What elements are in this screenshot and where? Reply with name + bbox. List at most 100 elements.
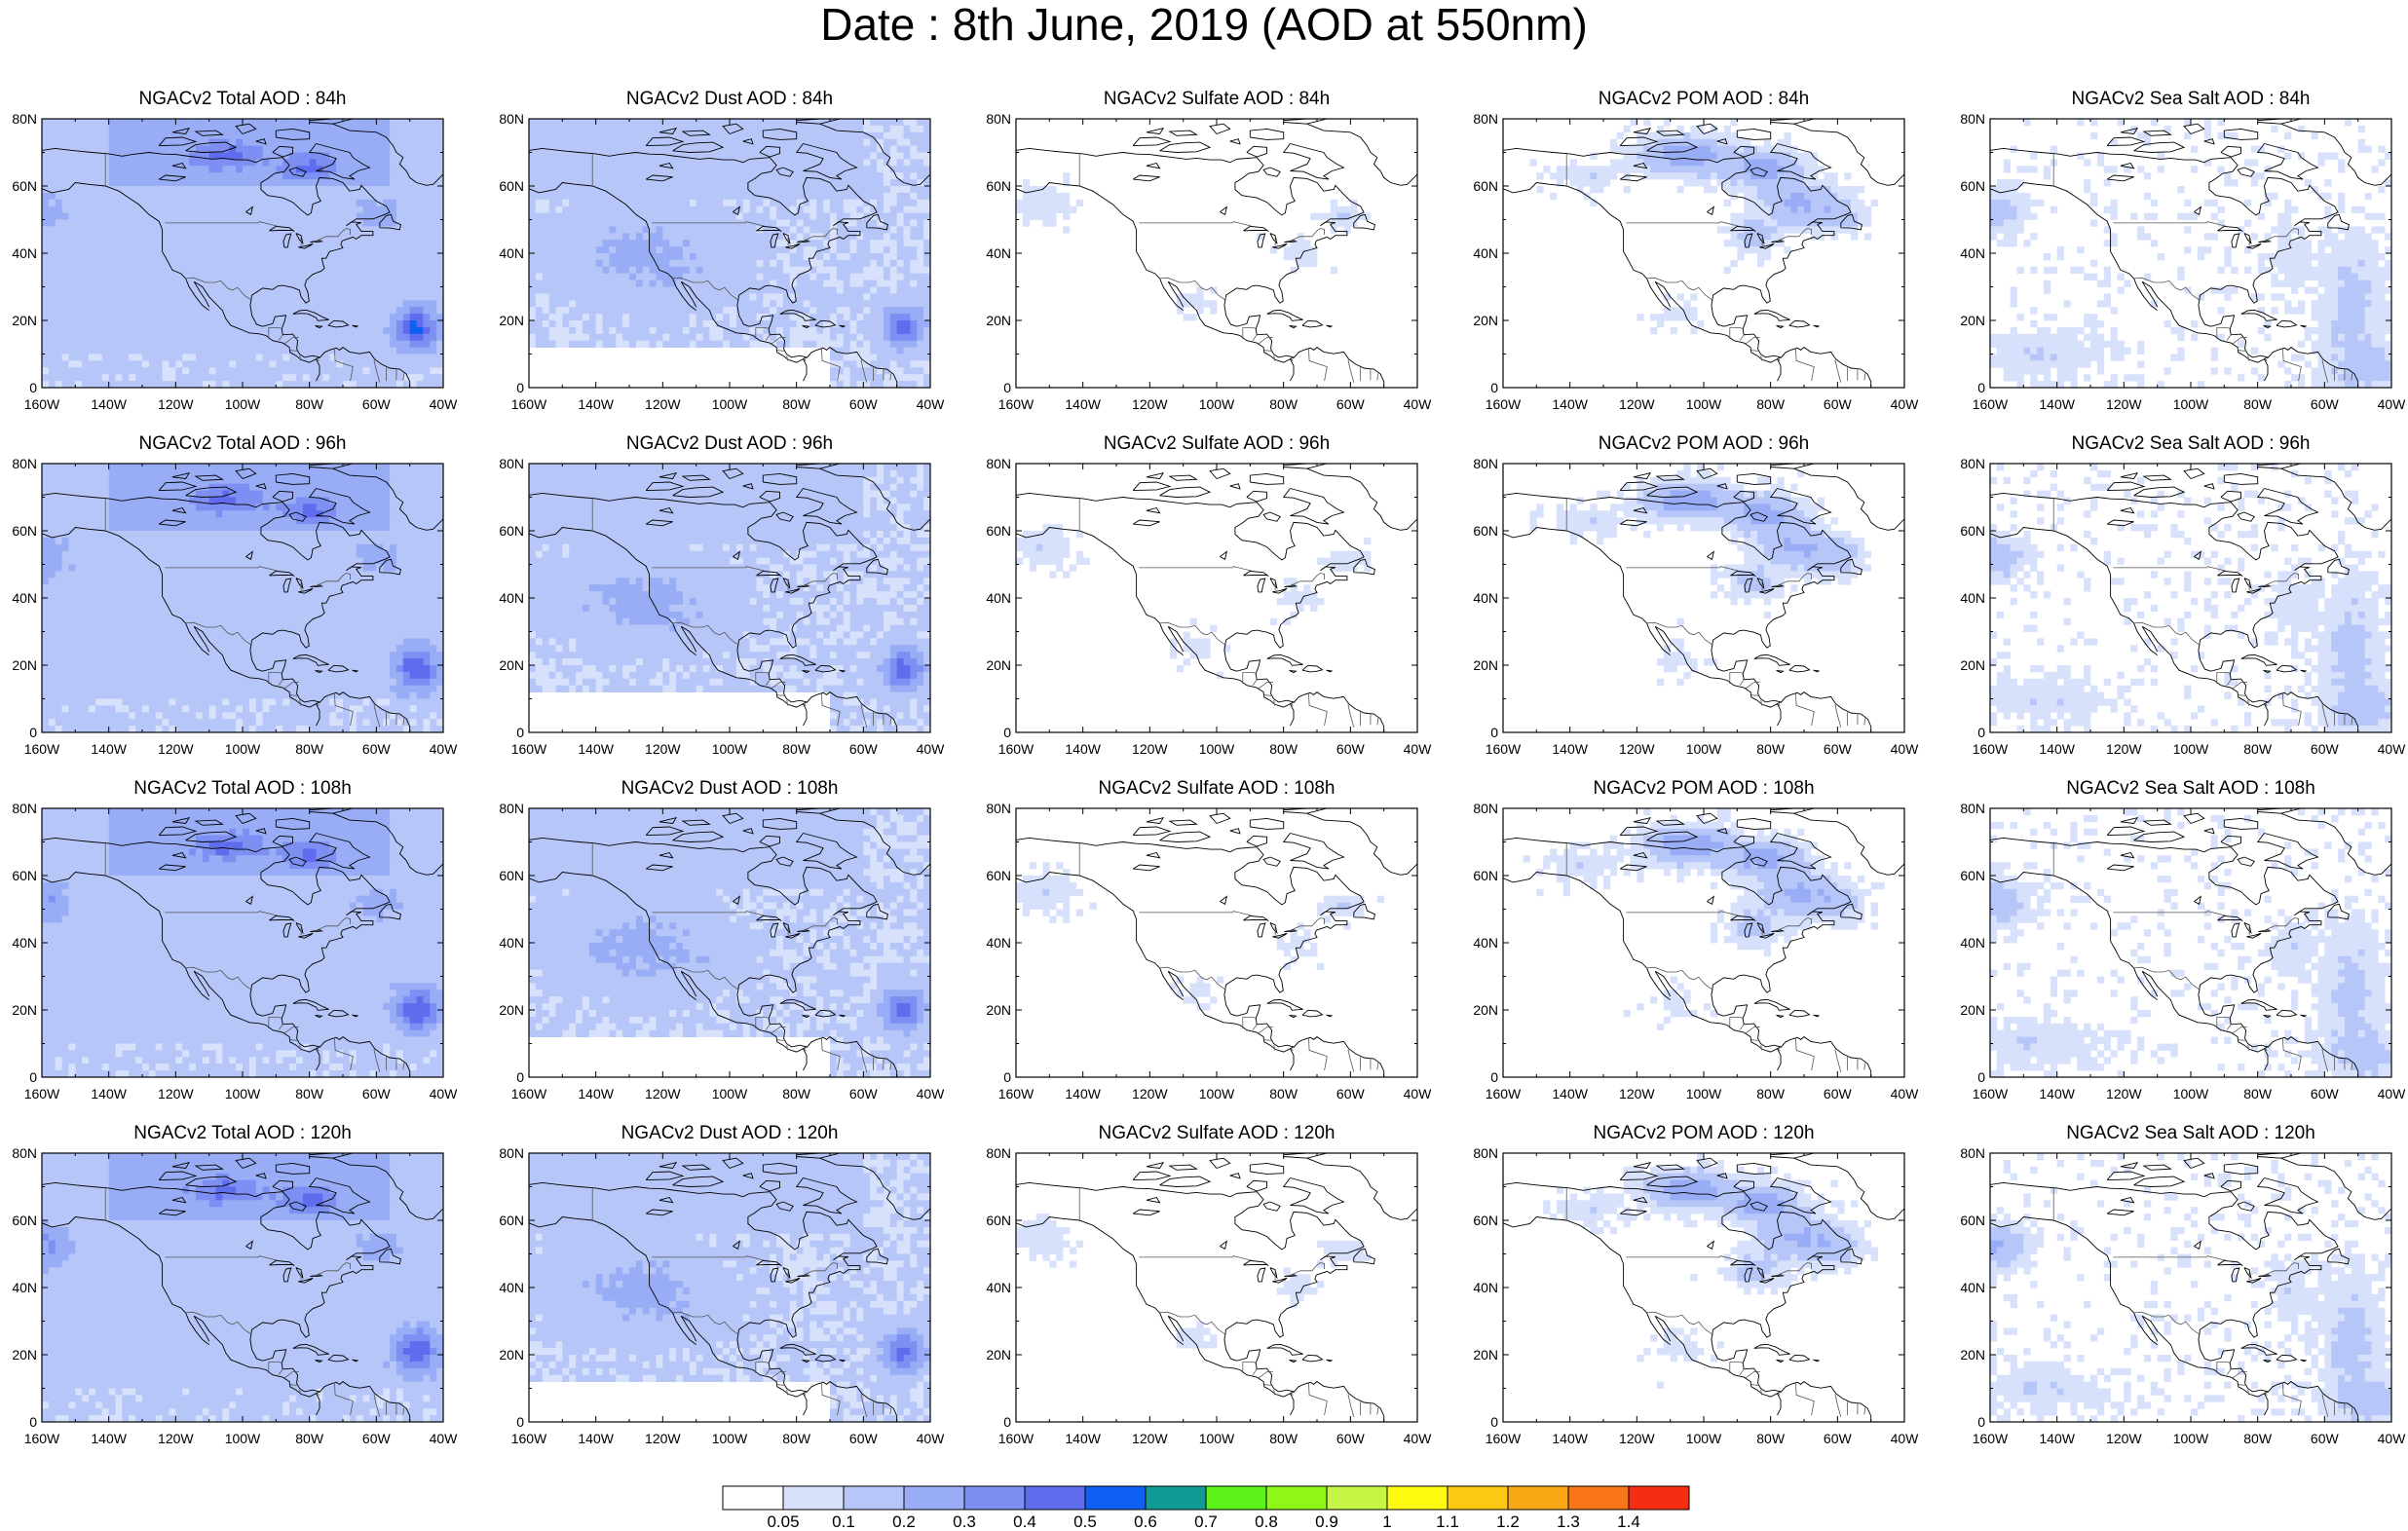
- lon-tick-label: 120W: [2106, 1431, 2142, 1446]
- lat-tick-label: 20N: [499, 313, 524, 328]
- lon-tick-label: 100W: [1686, 1086, 1722, 1102]
- lat-tick-label: 40N: [1473, 1280, 1498, 1295]
- lon-tick-label: 140W: [1065, 1086, 1101, 1102]
- lon-tick-label: 160W: [511, 1086, 547, 1102]
- lat-tick-label: 80N: [1473, 1145, 1498, 1161]
- panel-title: NGACv2 Dust AOD : 96h: [529, 434, 930, 454]
- lat-tick-label: 80N: [1960, 801, 1985, 816]
- lon-tick-label: 40W: [430, 741, 459, 757]
- aod-shading: [42, 1153, 443, 1422]
- lon-tick-label: 100W: [225, 1431, 261, 1446]
- lon-tick-label: 140W: [1065, 1431, 1101, 1446]
- map-panel-dust-2: NGACv2 Dust AOD : 108h 80N 60N 40N 20N 0 160W 1…: [487, 779, 974, 1110]
- lat-tick-label: 80N: [499, 456, 524, 471]
- lon-tick-label: 140W: [1552, 1086, 1588, 1102]
- lon-tick-label: 120W: [2106, 396, 2142, 412]
- lon-tick-label: 100W: [2173, 741, 2209, 757]
- lon-tick-label: 140W: [91, 741, 127, 757]
- colorbar-label: 0.2: [892, 1512, 916, 1529]
- lon-tick-label: 60W: [849, 1086, 879, 1102]
- lon-tick-label: 60W: [1336, 396, 1366, 412]
- lon-tick-label: 60W: [2311, 396, 2340, 412]
- lon-tick-label: 120W: [1132, 1086, 1168, 1102]
- coastlines: [1503, 1153, 1904, 1422]
- lon-tick-label: 160W: [24, 396, 60, 412]
- lon-tick-label: 160W: [1973, 1086, 2009, 1102]
- lon-tick-label: 100W: [225, 396, 261, 412]
- lat-tick-label: 0: [516, 380, 524, 395]
- lon-tick-label: 100W: [2173, 1086, 2209, 1102]
- lat-tick-label: 80N: [1960, 111, 1985, 127]
- coastlines: [1503, 119, 1904, 388]
- aod-shading: [1990, 808, 2391, 1077]
- lon-tick-label: 160W: [1486, 396, 1522, 412]
- lat-tick-label: 60N: [986, 178, 1011, 194]
- lon-tick-label: 120W: [645, 1431, 681, 1446]
- lat-tick-label: 80N: [12, 801, 37, 816]
- lat-tick-label: 40N: [986, 590, 1011, 606]
- lon-tick-label: 80W: [782, 741, 811, 757]
- lat-tick-label: 20N: [1960, 313, 1985, 328]
- lat-tick-label: 20N: [499, 1002, 524, 1018]
- lat-tick-label: 20N: [1473, 313, 1498, 328]
- lat-tick-label: 60N: [1960, 178, 1985, 194]
- lat-tick-label: 80N: [499, 801, 524, 816]
- aod-shading: [1503, 808, 1904, 1077]
- coastlines: [42, 808, 443, 1077]
- coastlines: [1990, 464, 2391, 732]
- lon-tick-label: 60W: [1824, 396, 1853, 412]
- lat-tick-label: 60N: [1473, 178, 1498, 194]
- lon-tick-label: 100W: [712, 1086, 748, 1102]
- lat-tick-label: 60N: [1473, 523, 1498, 539]
- coastlines: [529, 1153, 930, 1422]
- panel-title: NGACv2 Sea Salt AOD : 96h: [1990, 434, 2391, 454]
- panel-title: NGACv2 Total AOD : 96h: [42, 434, 443, 454]
- lon-tick-label: 160W: [1973, 396, 2009, 412]
- panel-title: NGACv2 Sulfate AOD : 108h: [1016, 779, 1417, 799]
- lon-tick-label: 40W: [1891, 1086, 1920, 1102]
- lat-tick-label: 0: [1003, 1414, 1011, 1430]
- lon-tick-label: 140W: [1552, 741, 1588, 757]
- lat-tick-label: 60N: [1960, 1213, 1985, 1228]
- lat-tick-label: 0: [516, 725, 524, 740]
- lon-tick-label: 120W: [158, 741, 194, 757]
- lon-tick-label: 140W: [2039, 396, 2075, 412]
- lat-tick-label: 40N: [1960, 245, 1985, 261]
- lat-tick-label: 80N: [499, 111, 524, 127]
- colorbar-label: 1.3: [1557, 1512, 1580, 1529]
- colorbar-swatch: [1628, 1485, 1690, 1511]
- lon-tick-label: 160W: [24, 1086, 60, 1102]
- map-panel-total-2: NGACv2 Total AOD : 108h 80N 60N 40N 20N 0 160W…: [0, 779, 487, 1110]
- colorbar-swatch: [1326, 1485, 1388, 1511]
- colorbar-swatch: [1205, 1485, 1267, 1511]
- panel-title: NGACv2 Sea Salt AOD : 120h: [1990, 1124, 2391, 1143]
- lat-tick-label: 0: [29, 1414, 37, 1430]
- coastlines: [1503, 464, 1904, 732]
- lat-tick-label: 20N: [1960, 1002, 1985, 1018]
- lon-tick-label: 80W: [295, 1086, 324, 1102]
- lon-tick-label: 40W: [1891, 396, 1920, 412]
- lon-tick-label: 160W: [1486, 1086, 1522, 1102]
- lat-tick-label: 40N: [12, 245, 37, 261]
- lon-tick-label: 140W: [91, 1086, 127, 1102]
- panel-title: NGACv2 Total AOD : 120h: [42, 1124, 443, 1143]
- lon-tick-label: 100W: [1199, 396, 1235, 412]
- lat-tick-label: 80N: [986, 111, 1011, 127]
- colorbar-swatch: [903, 1485, 965, 1511]
- lon-tick-label: 60W: [362, 396, 392, 412]
- lon-tick-label: 120W: [2106, 741, 2142, 757]
- lat-tick-label: 60N: [499, 868, 524, 883]
- lon-tick-label: 160W: [511, 396, 547, 412]
- lon-tick-label: 120W: [158, 1086, 194, 1102]
- aod-shading: [1990, 119, 2391, 388]
- lon-tick-label: 60W: [849, 1431, 879, 1446]
- colorbar-swatch: [782, 1485, 845, 1511]
- map-panel-sulfate-3: NGACv2 Sulfate AOD : 120h 80N 60N 40N 20N 0 16…: [974, 1124, 1461, 1455]
- colorbar-label: 1.1: [1436, 1512, 1459, 1529]
- lat-tick-label: 80N: [1473, 801, 1498, 816]
